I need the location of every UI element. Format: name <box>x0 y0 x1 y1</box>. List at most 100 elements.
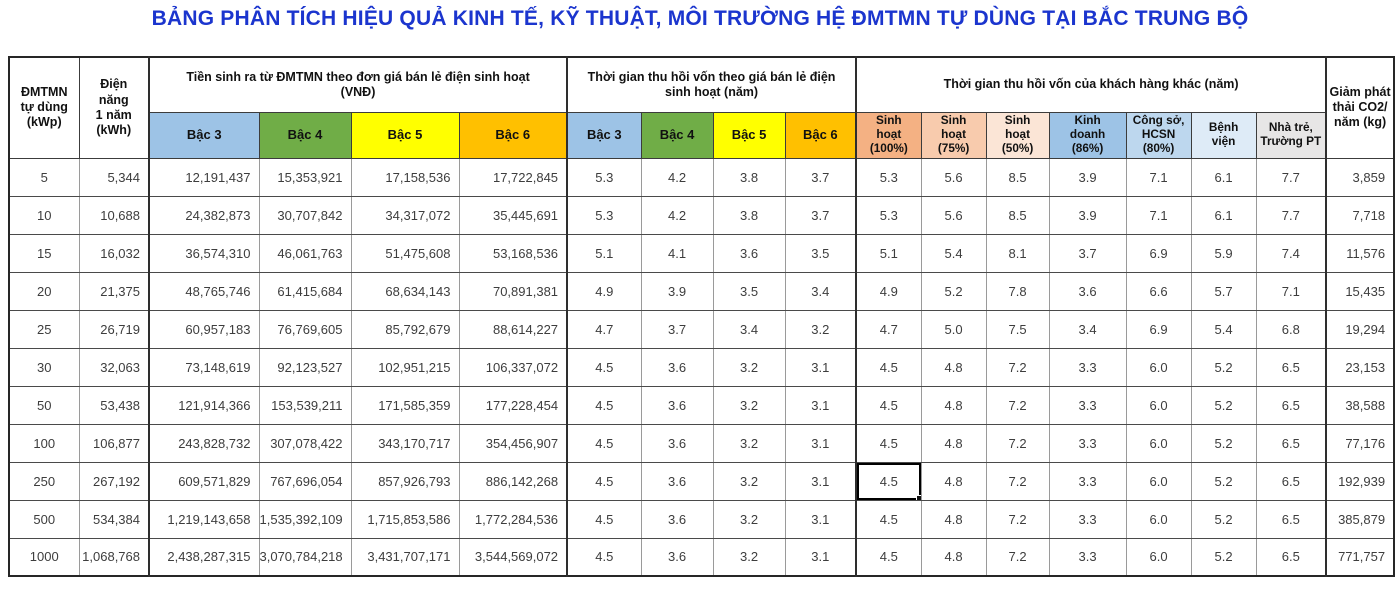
cell[interactable]: 46,061,763 <box>258 233 352 273</box>
cell[interactable]: 3.2 <box>712 499 786 539</box>
cell[interactable]: 3.3 <box>1048 537 1127 577</box>
cell[interactable]: 53,438 <box>78 385 150 425</box>
cell[interactable]: 3.6 <box>712 233 786 273</box>
cell[interactable]: 3.2 <box>712 347 786 387</box>
cell[interactable]: 121,914,366 <box>148 385 260 425</box>
cell[interactable]: 7.7 <box>1255 195 1328 235</box>
cell[interactable]: 3.2 <box>712 423 786 463</box>
cell[interactable]: 886,142,268 <box>458 461 569 501</box>
cell[interactable]: 5 <box>8 157 80 197</box>
cell[interactable]: 5.0 <box>920 309 987 349</box>
cell[interactable]: 7.7 <box>1255 157 1328 197</box>
cell[interactable]: 4.8 <box>920 347 987 387</box>
cell[interactable]: 16,032 <box>78 233 150 273</box>
cell[interactable]: 3.6 <box>640 347 714 387</box>
cell[interactable]: 5.4 <box>1190 309 1257 349</box>
cell[interactable]: 534,384 <box>78 499 150 539</box>
cell[interactable]: 4.5 <box>566 537 642 577</box>
cell[interactable]: 3.1 <box>784 461 858 501</box>
cell[interactable]: 7.5 <box>985 309 1050 349</box>
cell[interactable]: 3.6 <box>1048 271 1127 311</box>
cell[interactable]: 5.7 <box>1190 271 1257 311</box>
cell[interactable]: 76,769,605 <box>258 309 352 349</box>
cell[interactable]: 70,891,381 <box>458 271 569 311</box>
cell[interactable]: 11,576 <box>1325 233 1395 273</box>
cell[interactable]: 3.1 <box>784 537 858 577</box>
cell[interactable]: 7.2 <box>985 499 1050 539</box>
cell[interactable]: 15,353,921 <box>258 157 352 197</box>
selected-cell[interactable]: 4.5 <box>855 461 922 501</box>
cell[interactable]: 267,192 <box>78 461 150 501</box>
cell[interactable]: 60,957,183 <box>148 309 260 349</box>
cell[interactable]: 3,070,784,218 <box>258 537 352 577</box>
cell[interactable]: 6.5 <box>1255 499 1328 539</box>
cell[interactable]: 192,939 <box>1325 461 1395 501</box>
cell[interactable]: 7.1 <box>1125 195 1192 235</box>
cell[interactable]: 6.8 <box>1255 309 1328 349</box>
cell[interactable]: 3.6 <box>640 423 714 463</box>
cell[interactable]: 4.8 <box>920 499 987 539</box>
cell[interactable]: 5.2 <box>1190 461 1257 501</box>
cell[interactable]: 4.9 <box>855 271 922 311</box>
cell[interactable]: 68,634,143 <box>350 271 460 311</box>
cell[interactable]: 36,574,310 <box>148 233 260 273</box>
cell[interactable]: 6.0 <box>1125 499 1192 539</box>
cell[interactable]: 100 <box>8 423 80 463</box>
cell[interactable]: 4.5 <box>566 461 642 501</box>
cell[interactable]: 4.5 <box>566 423 642 463</box>
cell[interactable]: 48,765,746 <box>148 271 260 311</box>
cell[interactable]: 6.0 <box>1125 423 1192 463</box>
cell[interactable]: 30,707,842 <box>258 195 352 235</box>
cell[interactable]: 4.1 <box>640 233 714 273</box>
cell[interactable]: 771,757 <box>1325 537 1395 577</box>
cell[interactable]: 3.3 <box>1048 385 1127 425</box>
cell[interactable]: 4.7 <box>855 309 922 349</box>
cell[interactable]: 354,456,907 <box>458 423 569 463</box>
cell[interactable]: 3.2 <box>712 385 786 425</box>
cell[interactable]: 609,571,829 <box>148 461 260 501</box>
cell[interactable]: 6.5 <box>1255 347 1328 387</box>
cell[interactable]: 3.2 <box>712 461 786 501</box>
cell[interactable]: 6.5 <box>1255 423 1328 463</box>
cell[interactable]: 8.1 <box>985 233 1050 273</box>
cell[interactable]: 15 <box>8 233 80 273</box>
cell[interactable]: 21,375 <box>78 271 150 311</box>
cell[interactable]: 7.2 <box>985 385 1050 425</box>
cell[interactable]: 5.3 <box>855 157 922 197</box>
cell[interactable]: 3.1 <box>784 423 858 463</box>
cell[interactable]: 6.5 <box>1255 537 1328 577</box>
cell[interactable]: 3.4 <box>1048 309 1127 349</box>
cell[interactable]: 4.5 <box>566 499 642 539</box>
cell[interactable]: 4.8 <box>920 385 987 425</box>
cell[interactable]: 6.9 <box>1125 309 1192 349</box>
cell[interactable]: 171,585,359 <box>350 385 460 425</box>
cell[interactable]: 24,382,873 <box>148 195 260 235</box>
cell[interactable]: 1,068,768 <box>78 537 150 577</box>
cell[interactable]: 7.2 <box>985 537 1050 577</box>
cell[interactable]: 4.2 <box>640 157 714 197</box>
cell[interactable]: 6.0 <box>1125 537 1192 577</box>
cell[interactable]: 51,475,608 <box>350 233 460 273</box>
cell[interactable]: 7,718 <box>1325 195 1395 235</box>
cell[interactable]: 3.7 <box>1048 233 1127 273</box>
cell[interactable]: 92,123,527 <box>258 347 352 387</box>
cell[interactable]: 5.3 <box>566 157 642 197</box>
cell[interactable]: 3.2 <box>712 537 786 577</box>
cell[interactable]: 3.6 <box>640 461 714 501</box>
cell[interactable]: 1000 <box>8 537 80 577</box>
cell[interactable]: 1,715,853,586 <box>350 499 460 539</box>
cell[interactable]: 6.0 <box>1125 347 1192 387</box>
cell[interactable]: 32,063 <box>78 347 150 387</box>
cell[interactable]: 4.5 <box>855 347 922 387</box>
cell[interactable]: 1,219,143,658 <box>148 499 260 539</box>
cell[interactable]: 26,719 <box>78 309 150 349</box>
cell[interactable]: 3.3 <box>1048 347 1127 387</box>
cell[interactable]: 10 <box>8 195 80 235</box>
cell[interactable]: 3.6 <box>640 537 714 577</box>
cell[interactable]: 4.9 <box>566 271 642 311</box>
cell[interactable]: 25 <box>8 309 80 349</box>
cell[interactable]: 4.5 <box>855 499 922 539</box>
cell[interactable]: 7.8 <box>985 271 1050 311</box>
cell[interactable]: 1,535,392,109 <box>258 499 352 539</box>
cell[interactable]: 88,614,227 <box>458 309 569 349</box>
